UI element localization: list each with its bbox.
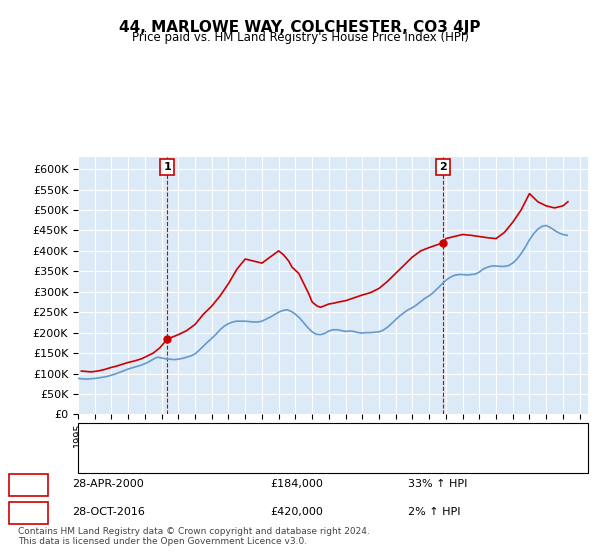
Text: 1: 1 [25, 479, 32, 489]
Text: 33% ↑ HPI: 33% ↑ HPI [408, 479, 467, 489]
Text: 28-OCT-2016: 28-OCT-2016 [72, 507, 145, 517]
Text: Contains HM Land Registry data © Crown copyright and database right 2024.
This d: Contains HM Land Registry data © Crown c… [18, 526, 370, 546]
Text: 44, MARLOWE WAY, COLCHESTER, CO3 4JP (detached house): 44, MARLOWE WAY, COLCHESTER, CO3 4JP (de… [117, 432, 435, 442]
Text: 28-APR-2000: 28-APR-2000 [72, 479, 144, 489]
Text: HPI: Average price, detached house, Colchester: HPI: Average price, detached house, Colc… [117, 454, 366, 464]
Text: 44, MARLOWE WAY, COLCHESTER, CO3 4JP: 44, MARLOWE WAY, COLCHESTER, CO3 4JP [119, 20, 481, 35]
Text: £184,000: £184,000 [270, 479, 323, 489]
Text: 1: 1 [163, 162, 171, 172]
Text: 2: 2 [25, 507, 32, 517]
Text: Price paid vs. HM Land Registry's House Price Index (HPI): Price paid vs. HM Land Registry's House … [131, 31, 469, 44]
Text: £420,000: £420,000 [270, 507, 323, 517]
Text: 2% ↑ HPI: 2% ↑ HPI [408, 507, 461, 517]
Text: 2: 2 [439, 162, 447, 172]
